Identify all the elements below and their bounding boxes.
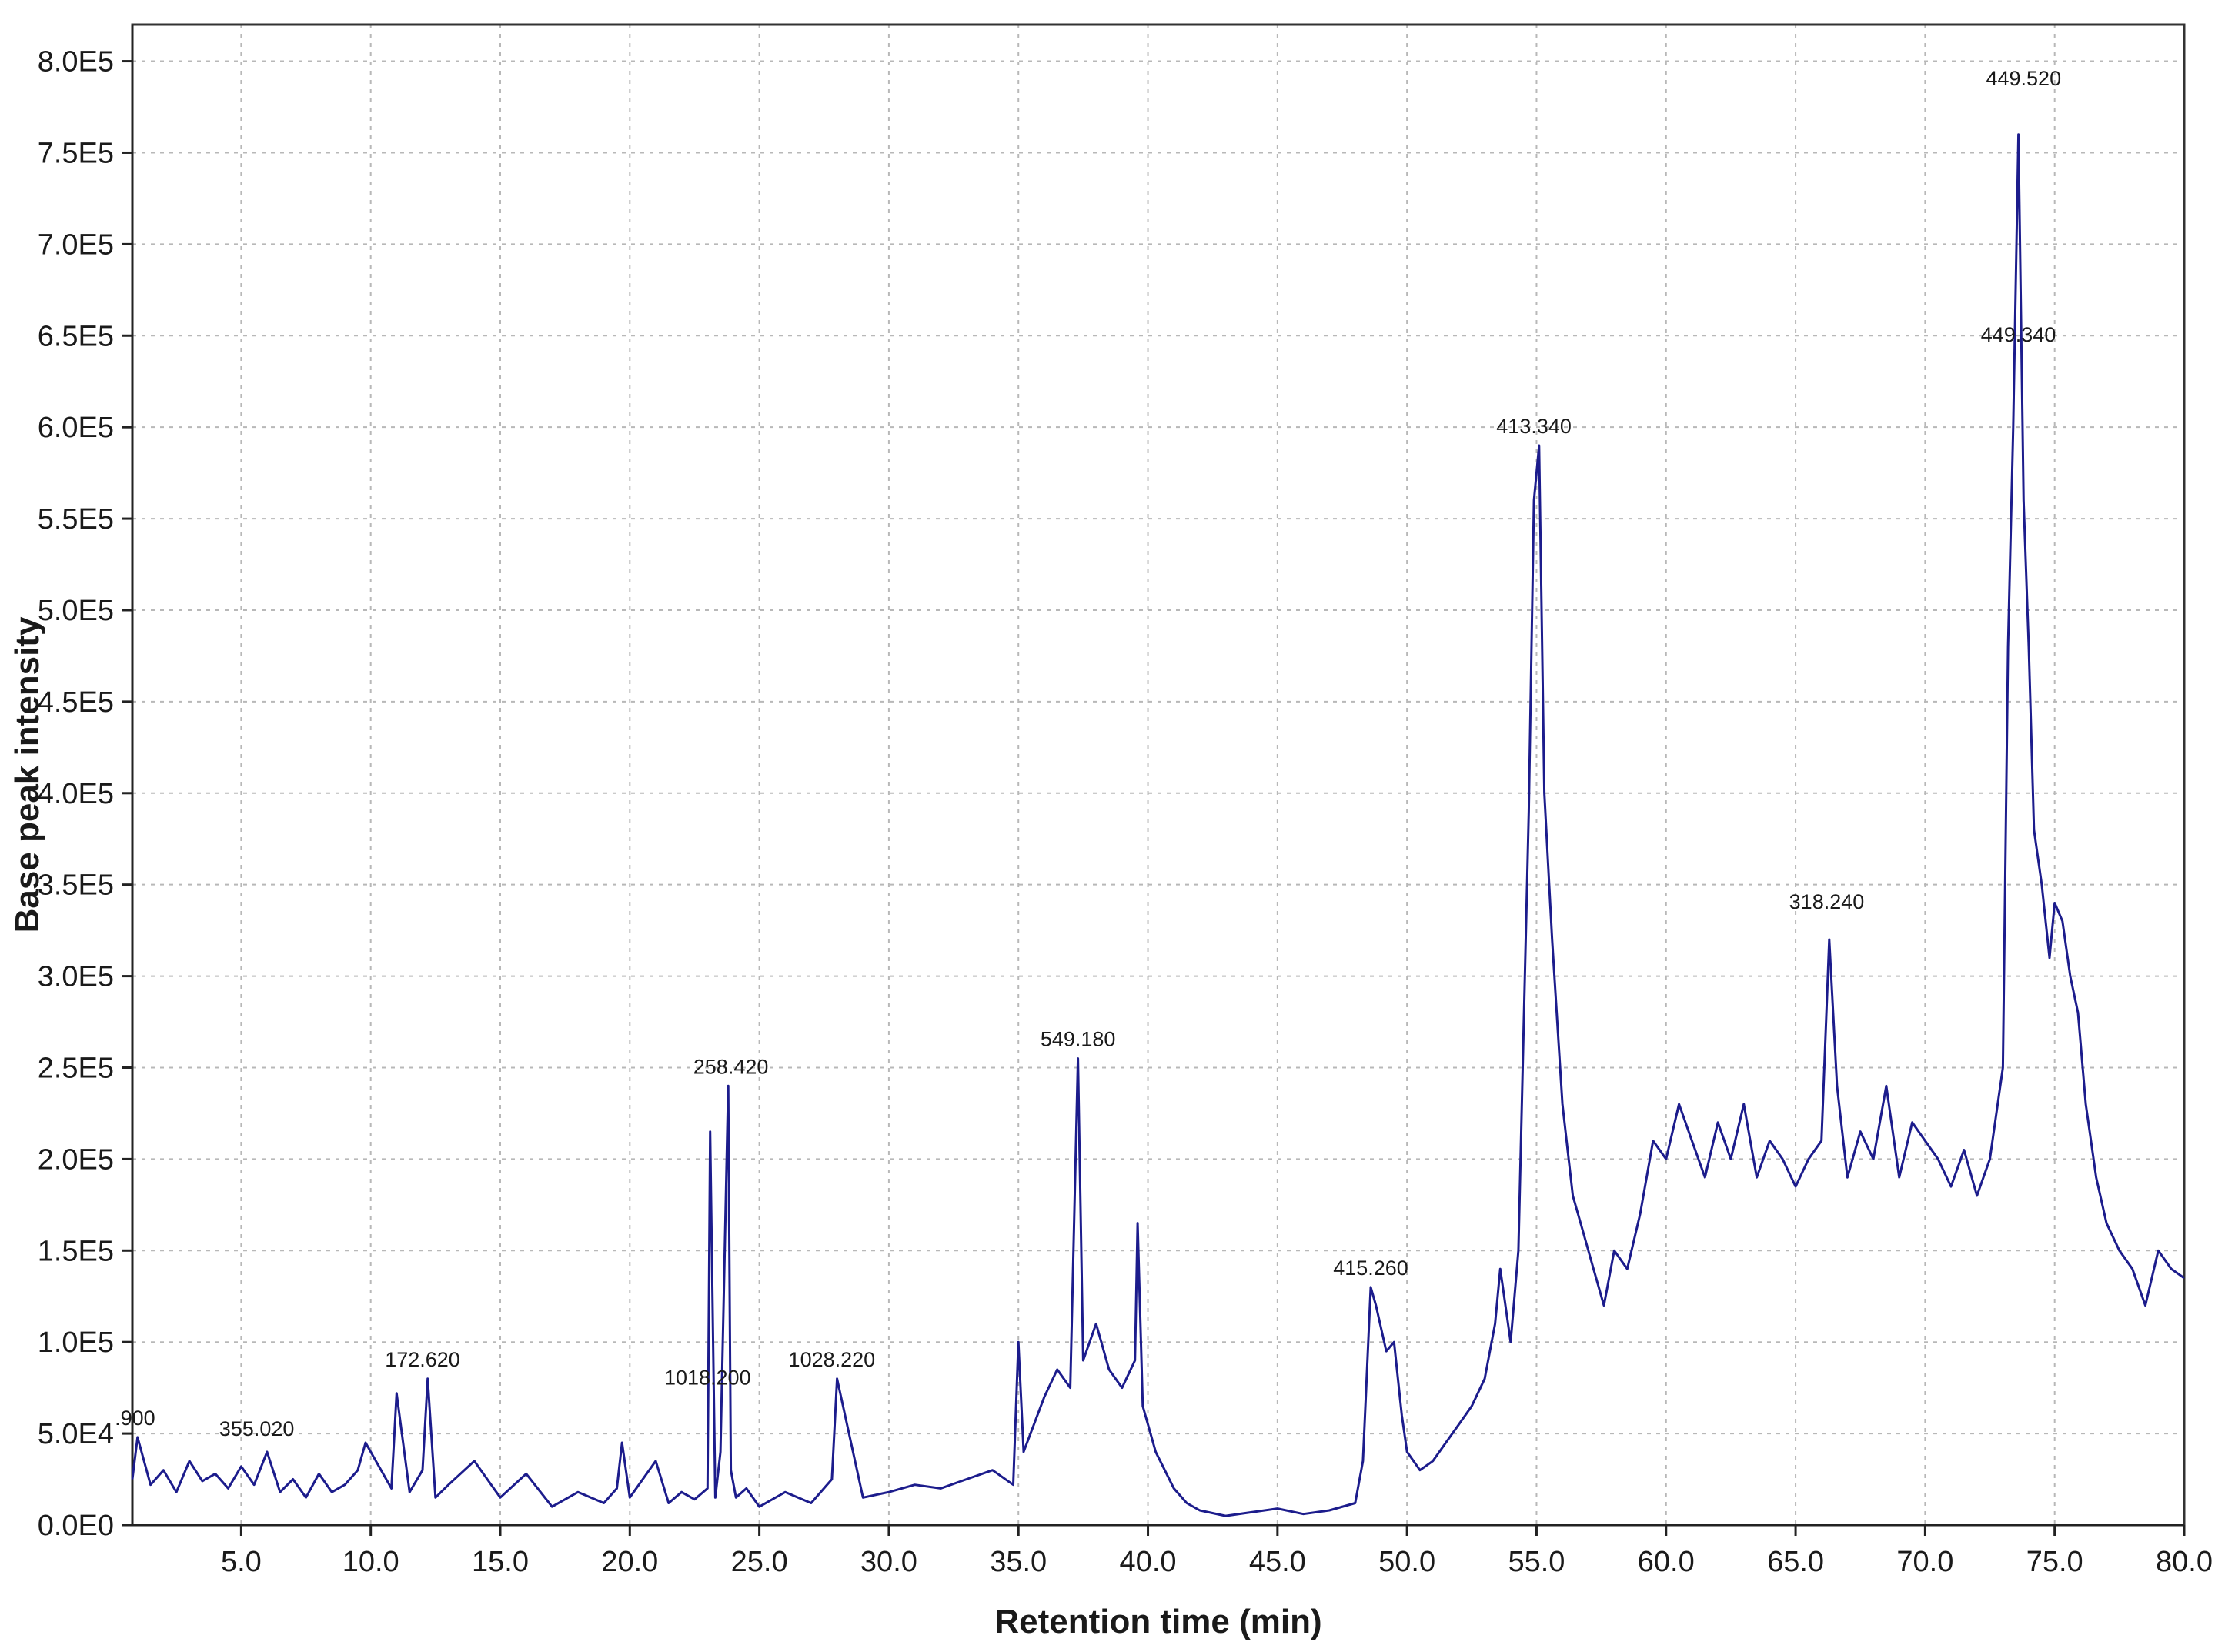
x-tick-label: 80.0	[2156, 1546, 2213, 1578]
x-tick-label: 40.0	[1120, 1546, 1177, 1578]
series-layer	[131, 133, 2185, 1517]
peak-label: 413.340	[1496, 415, 1572, 438]
x-tick-label: 45.0	[1249, 1546, 1306, 1578]
x-tick-label: 65.0	[1767, 1546, 1824, 1578]
axes	[131, 25, 2184, 1527]
peak-label: .900	[115, 1407, 155, 1430]
x-tick-label: 70.0	[1896, 1546, 1953, 1578]
x-tick-label: 35.0	[990, 1546, 1047, 1578]
y-tick-label: 3.5E5	[38, 869, 114, 902]
x-axis-title: Retention time (min)	[994, 1603, 1321, 1640]
y-tick-label: 5.0E4	[38, 1418, 114, 1450]
y-tick-label: 2.5E5	[38, 1052, 114, 1084]
x-tick-label: 60.0	[1638, 1546, 1695, 1578]
y-tick-label: 1.0E5	[38, 1327, 114, 1359]
peak-label: 258.420	[693, 1055, 769, 1078]
x-tick-label: 25.0	[731, 1546, 788, 1578]
y-tick-label: 7.0E5	[38, 229, 114, 261]
peak-label: 1018.200	[664, 1367, 751, 1390]
x-tick-label: 30.0	[860, 1546, 917, 1578]
y-tick-label: 8.0E5	[38, 46, 114, 78]
x-tick-label: 10.0	[342, 1546, 399, 1578]
x-axis-ticks: 5.0 10.0 15.0 20.0 25.0 30.0 35.0 40.0 45.0 50.0 5…	[221, 1525, 2213, 1578]
peak-label: 449.520	[1986, 67, 2061, 90]
peak-label: 449.340	[1981, 323, 2056, 346]
y-tick-label: 6.0E5	[38, 412, 114, 444]
peak-label: 549.180	[1041, 1028, 1116, 1051]
y-axis-ticks: 0.0E0 5.0E4 1.0E5 1.5E5 2.0E5 2.5E5 3.0E5 3.5E5…	[38, 46, 132, 1542]
y-axis-title: Base peak intensity	[8, 616, 46, 933]
y-tick-label: 7.5E5	[38, 137, 114, 169]
peak-label: 415.260	[1333, 1257, 1408, 1280]
x-tick-label: 55.0	[1508, 1546, 1565, 1578]
x-tick-label: 75.0	[2026, 1546, 2083, 1578]
peak-label: 1028.220	[789, 1348, 876, 1371]
y-tick-label: 1.5E5	[38, 1235, 114, 1267]
peak-label: 355.020	[219, 1417, 295, 1440]
chromatogram-trace	[131, 133, 2185, 1517]
y-tick-label: 5.5E5	[38, 503, 114, 536]
x-tick-label: 5.0	[221, 1546, 262, 1578]
y-tick-label: 2.0E5	[38, 1143, 114, 1176]
y-tick-label: 6.5E5	[38, 320, 114, 352]
y-tick-label: 4.5E5	[38, 686, 114, 719]
peak-label: 172.620	[385, 1348, 460, 1371]
peak-label: 318.240	[1789, 890, 1865, 913]
peak-annotations: .900 355.020 172.620 1018.200 258.420 1028.22…	[115, 67, 2061, 1440]
x-tick-label: 50.0	[1378, 1546, 1435, 1578]
y-tick-label: 4.0E5	[38, 778, 114, 810]
y-tick-label: 3.0E5	[38, 961, 114, 993]
x-tick-label: 15.0	[472, 1546, 529, 1578]
x-tick-label: 20.0	[601, 1546, 658, 1578]
y-tick-label: 5.0E5	[38, 595, 114, 627]
y-tick-label: 0.0E0	[38, 1510, 114, 1542]
